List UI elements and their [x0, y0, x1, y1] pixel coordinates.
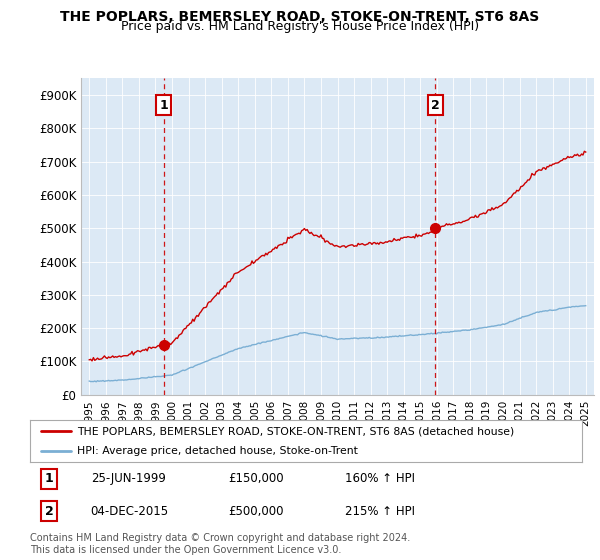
Text: HPI: Average price, detached house, Stoke-on-Trent: HPI: Average price, detached house, Stok…: [77, 446, 358, 456]
Text: 1: 1: [45, 473, 53, 486]
Text: £150,000: £150,000: [229, 473, 284, 486]
Text: 160% ↑ HPI: 160% ↑ HPI: [344, 473, 415, 486]
Text: 1: 1: [160, 99, 168, 111]
Text: 04-DEC-2015: 04-DEC-2015: [91, 505, 169, 517]
Text: 25-JUN-1999: 25-JUN-1999: [91, 473, 166, 486]
Text: 215% ↑ HPI: 215% ↑ HPI: [344, 505, 415, 517]
Text: £500,000: £500,000: [229, 505, 284, 517]
Text: Price paid vs. HM Land Registry's House Price Index (HPI): Price paid vs. HM Land Registry's House …: [121, 20, 479, 33]
Text: Contains HM Land Registry data © Crown copyright and database right 2024.
This d: Contains HM Land Registry data © Crown c…: [30, 533, 410, 555]
Text: THE POPLARS, BEMERSLEY ROAD, STOKE-ON-TRENT, ST6 8AS: THE POPLARS, BEMERSLEY ROAD, STOKE-ON-TR…: [61, 10, 539, 24]
Text: 2: 2: [431, 99, 440, 111]
Text: THE POPLARS, BEMERSLEY ROAD, STOKE-ON-TRENT, ST6 8AS (detached house): THE POPLARS, BEMERSLEY ROAD, STOKE-ON-TR…: [77, 426, 514, 436]
Text: 2: 2: [45, 505, 53, 517]
